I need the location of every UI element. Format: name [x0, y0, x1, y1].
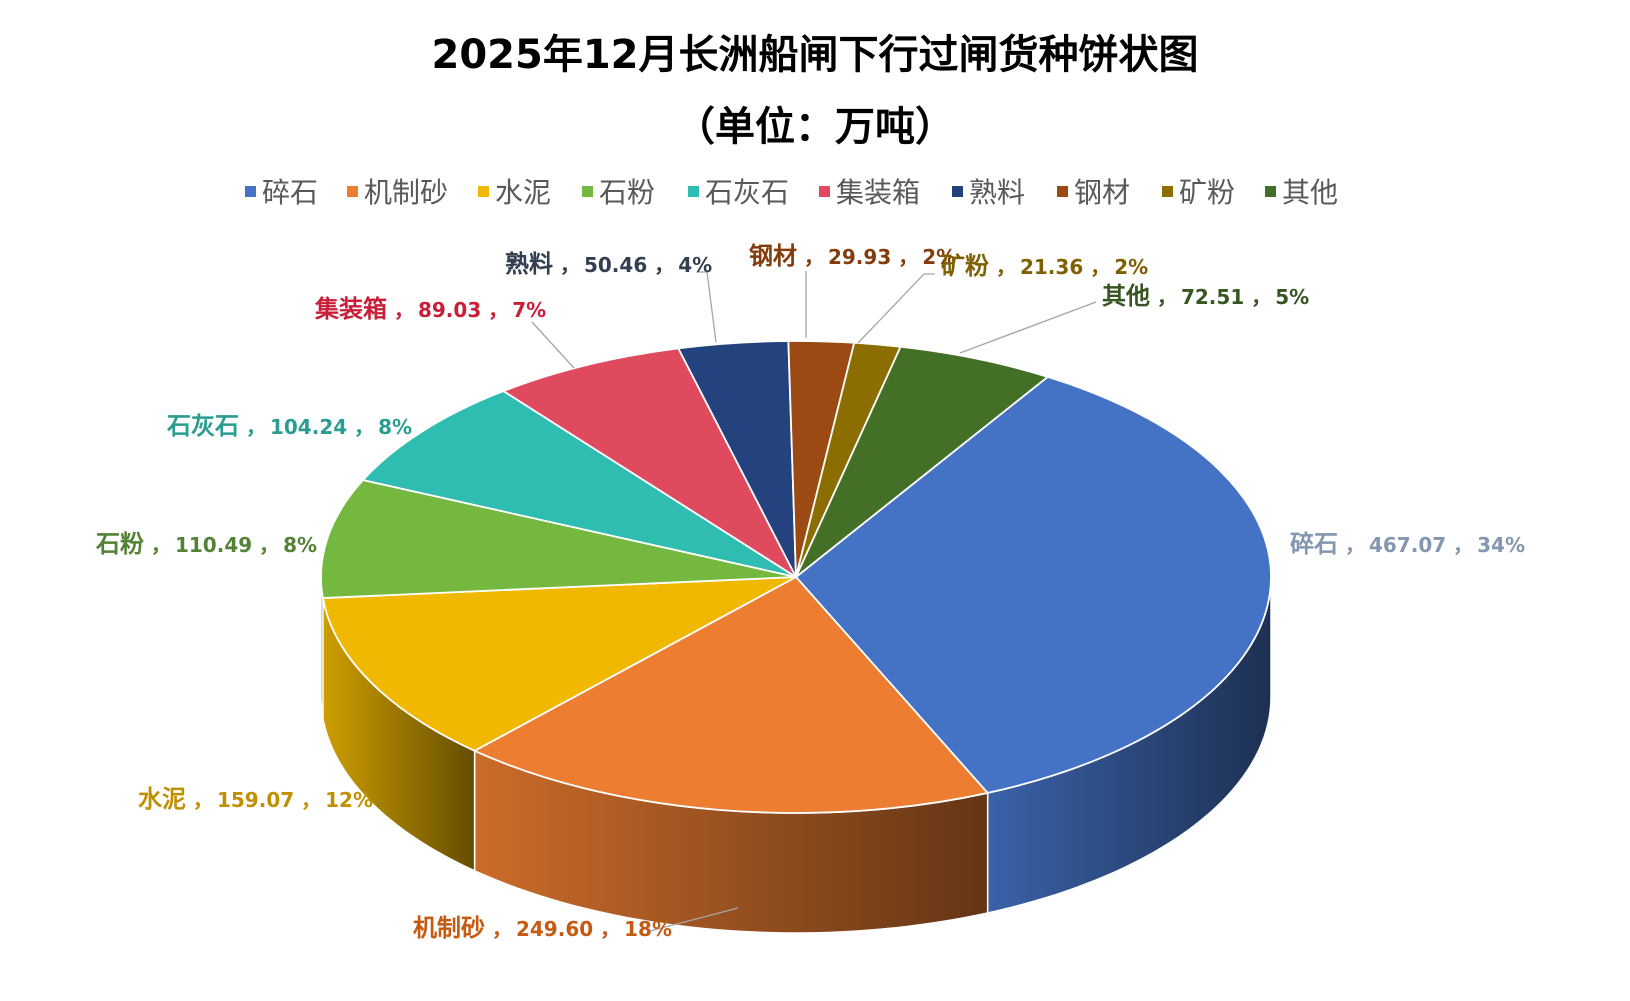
- data-label-value: 249.60: [516, 917, 593, 941]
- data-label-value: 50.46: [584, 253, 647, 277]
- data-label-separator: ，: [485, 917, 512, 941]
- leader-line-矿粉: [857, 273, 935, 344]
- data-label-value: 72.51: [1181, 285, 1244, 309]
- leader-line-其他: [959, 301, 1097, 354]
- legend-label-水泥: 水泥: [495, 176, 551, 209]
- data-label-value: 159.07: [217, 788, 294, 812]
- data-label-percent: 5%: [1275, 285, 1309, 309]
- data-label-percent: 2%: [1114, 255, 1148, 279]
- data-label-碎石: 碎石 ， 467.07 ， 34%: [1290, 530, 1525, 558]
- legend-marker-水泥: [478, 186, 489, 197]
- legend-label-熟料: 熟料: [969, 176, 1025, 209]
- chart-title: 2025年12月长洲船闸下行过闸货种饼状图: [432, 32, 1199, 78]
- pie-slice-机制砂: [473, 576, 989, 814]
- data-label-percent: 34%: [1477, 533, 1525, 557]
- data-label-percent: 8%: [378, 415, 412, 439]
- legend-marker-石灰石: [688, 186, 699, 197]
- data-label-value: 110.49: [175, 533, 252, 557]
- data-label-熟料: 熟料 ， 50.46 ， 4%: [505, 250, 712, 278]
- data-label-separator: ，: [1150, 285, 1177, 309]
- data-label-separator: ，: [387, 298, 414, 322]
- legend-marker-钢材: [1057, 186, 1068, 197]
- chart-legend: 碎石 机制砂 水泥 石粉 石灰石 集装箱 熟料 钢材 矿粉 其他: [245, 176, 1338, 209]
- legend-label-石灰石: 石灰石: [705, 176, 789, 209]
- data-label-separator: ，: [347, 415, 374, 439]
- pie-slice-石灰石: [362, 390, 797, 578]
- legend-marker-机制砂: [347, 186, 358, 197]
- data-label-name: 石灰石: [166, 412, 239, 440]
- data-label-separator: ，: [593, 917, 620, 941]
- legend-label-其他: 其他: [1282, 176, 1338, 209]
- data-label-separator: ，: [647, 253, 674, 277]
- legend-label-石粉: 石粉: [599, 176, 655, 209]
- data-label-水泥: 水泥 ， 159.07 ， 12%: [138, 785, 373, 813]
- data-label-name: 水泥: [138, 785, 186, 813]
- legend-label-集装箱: 集装箱: [836, 176, 920, 209]
- data-label-钢材: 钢材 ， 29.93 ， 2%: [749, 242, 956, 270]
- pie-body: [320, 340, 1272, 934]
- legend-marker-熟料: [952, 186, 963, 197]
- data-label-其他: 其他 ， 72.51 ， 5%: [1102, 282, 1309, 310]
- data-label-name: 钢材: [749, 242, 797, 270]
- data-label-percent: 4%: [678, 253, 712, 277]
- data-label-percent: 8%: [283, 533, 317, 557]
- data-label-value: 104.24: [270, 415, 347, 439]
- leader-line-机制砂: [649, 907, 739, 932]
- data-label-机制砂: 机制砂 ， 249.60 ， 18%: [413, 914, 672, 942]
- data-label-separator: ，: [891, 245, 918, 269]
- legend-label-碎石: 碎石: [262, 176, 318, 209]
- data-label-separator: ，: [1244, 285, 1271, 309]
- data-label-percent: 18%: [624, 917, 672, 941]
- pie-slice-集装箱: [502, 347, 797, 578]
- data-label-value: 29.93: [828, 245, 891, 269]
- legend-label-机制砂: 机制砂: [364, 176, 448, 209]
- data-label-separator: ，: [252, 533, 279, 557]
- data-label-separator: ，: [797, 245, 824, 269]
- pie-slice-石粉: [320, 479, 797, 599]
- data-label-separator: ，: [481, 298, 508, 322]
- data-label-石粉: 石粉 ， 110.49 ， 8%: [95, 530, 317, 558]
- data-label-separator: ，: [1446, 533, 1473, 557]
- data-label-name: 其他: [1102, 282, 1150, 310]
- legend-label-矿粉: 矿粉: [1179, 176, 1235, 209]
- legend-marker-碎石: [245, 186, 256, 197]
- data-label-name: 矿粉: [941, 252, 989, 280]
- data-label-name: 碎石: [1290, 530, 1338, 558]
- legend-marker-集装箱: [819, 186, 830, 197]
- leader-line-集装箱: [531, 321, 575, 369]
- pie-slice-其他: [795, 345, 1049, 578]
- data-label-separator: ，: [989, 255, 1016, 279]
- data-label-name: 机制砂: [413, 914, 485, 942]
- legend-label-钢材: 钢材: [1074, 176, 1130, 209]
- leader-line-熟料: [697, 271, 717, 343]
- pie-slice-碎石: [795, 375, 1272, 794]
- legend-marker-其他: [1265, 186, 1276, 197]
- data-label-value: 21.36: [1020, 255, 1083, 279]
- data-labels: 碎石 ， 467.07 ， 34%机制砂 ， 249.60 ， 18%水泥 ， 159.0…: [95, 242, 1525, 942]
- pie-slice-水泥: [321, 576, 797, 752]
- data-label-percent: 7%: [512, 298, 546, 322]
- data-label-separator: ，: [186, 788, 213, 812]
- data-label-value: 467.07: [1369, 533, 1446, 557]
- data-label-separator: ，: [553, 253, 580, 277]
- data-label-矿粉: 矿粉 ， 21.36 ， 2%: [941, 252, 1148, 280]
- data-label-name: 石粉: [95, 530, 144, 558]
- legend-marker-矿粉: [1162, 186, 1173, 197]
- data-label-value: 89.03: [418, 298, 481, 322]
- data-label-name: 集装箱: [314, 295, 387, 323]
- data-label-separator: ，: [239, 415, 266, 439]
- data-label-集装箱: 集装箱 ， 89.03 ， 7%: [314, 295, 546, 323]
- data-label-percent: 2%: [922, 245, 956, 269]
- data-label-percent: 12%: [325, 788, 373, 812]
- data-label-separator: ，: [1083, 255, 1110, 279]
- data-label-name: 熟料: [505, 250, 553, 278]
- data-label-separator: ，: [1338, 533, 1365, 557]
- chart-subtitle: （单位：万吨）: [675, 104, 955, 150]
- data-label-separator: ，: [294, 788, 321, 812]
- data-label-separator: ，: [144, 533, 171, 557]
- legend-marker-石粉: [582, 186, 593, 197]
- data-label-石灰石: 石灰石 ， 104.24 ， 8%: [166, 412, 412, 440]
